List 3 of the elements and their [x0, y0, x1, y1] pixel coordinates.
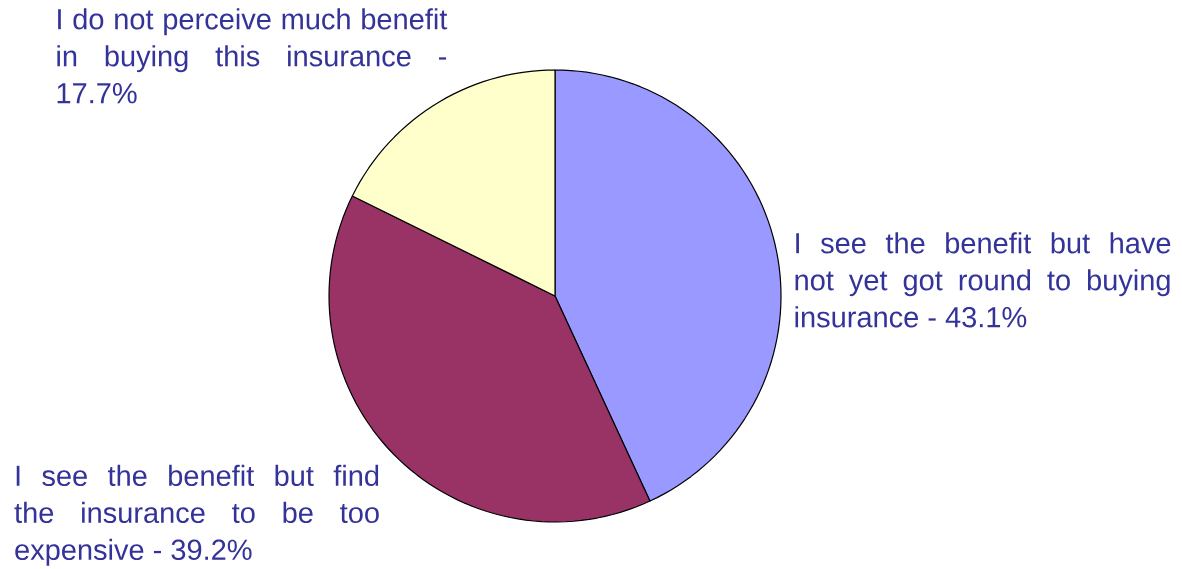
slice-label: I do not perceive much benefit in buying this insurance - 17.7% [57, 8, 448, 104]
slice-label: I see the benefit but find the insurance to be too expensive - 39.2% [14, 464, 379, 566]
slice-label: I see the benefit but have not yet got round to buying insurance - 43.1% [795, 232, 1171, 328]
